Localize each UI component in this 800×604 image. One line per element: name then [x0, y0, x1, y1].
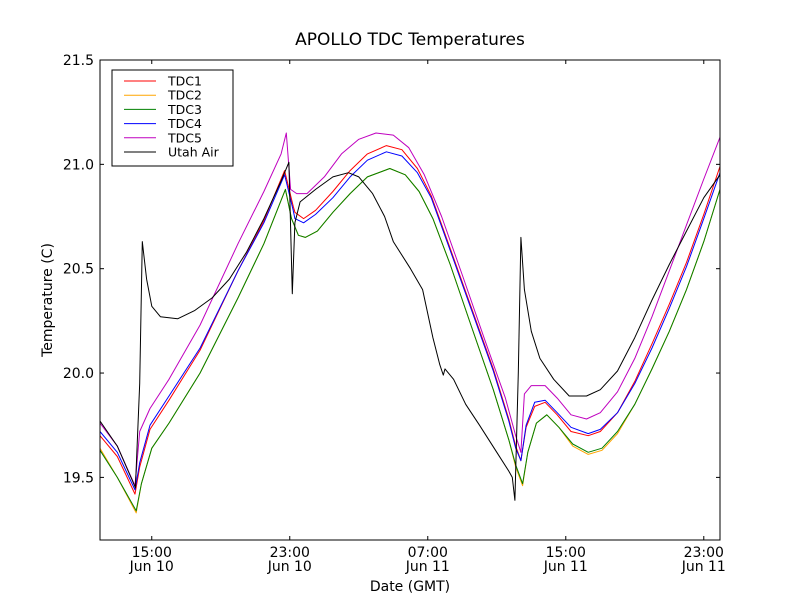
x-tick-label-date: Jun 11 — [543, 559, 588, 575]
x-tick-label-time: 23:00 — [270, 545, 310, 561]
legend-label: TDC4 — [167, 116, 202, 131]
legend-box — [111, 69, 234, 167]
x-tick-label-date: Jun 11 — [681, 559, 726, 575]
x-tick-label-date: Jun 10 — [267, 559, 312, 575]
chart-title: APOLLO TDC Temperatures — [295, 30, 525, 50]
plot-lines — [99, 132, 721, 514]
y-tick-label: 20.5 — [63, 262, 94, 278]
y-tick-label: 19.5 — [63, 470, 94, 486]
x-tick-label-date: Jun 10 — [129, 559, 174, 575]
x-tick-label-time: 15:00 — [132, 545, 172, 561]
legend-item: TDC3 — [124, 102, 202, 117]
legend-item: Utah Air — [124, 145, 220, 160]
legend-item: TDC1 — [124, 74, 202, 89]
legend-label: TDC2 — [167, 88, 202, 103]
series-line-tdc5 — [99, 132, 721, 487]
y-axis-label: Temperature (C) — [40, 243, 56, 358]
series-line-tdc3 — [99, 168, 721, 512]
series-line-utah-air — [99, 161, 721, 501]
x-axis-label: Date (GMT) — [370, 579, 450, 595]
plot-frame — [99, 59, 721, 541]
legend-label: TDC3 — [167, 102, 202, 117]
x-tick-label-time: 07:00 — [408, 545, 448, 561]
x-tick-label-time: 23:00 — [684, 545, 724, 561]
y-tick-label: 21.5 — [63, 53, 94, 69]
legend-item: TDC2 — [124, 88, 202, 103]
x-tick-label-time: 15:00 — [546, 545, 586, 561]
y-tick-label: 21.0 — [63, 157, 94, 173]
legend-item: TDC5 — [124, 130, 202, 145]
y-tick-label: 20.0 — [63, 366, 94, 382]
series-line-tdc4 — [99, 151, 721, 491]
y-axis: 19.5 20.0 20.5 21.0 21.5 — [63, 53, 720, 486]
legend-label: TDC1 — [167, 74, 202, 89]
legend-item: TDC4 — [124, 116, 202, 131]
legend-label: Utah Air — [168, 145, 220, 160]
legend-label: TDC5 — [167, 130, 202, 145]
x-tick-label-date: Jun 11 — [405, 559, 450, 575]
